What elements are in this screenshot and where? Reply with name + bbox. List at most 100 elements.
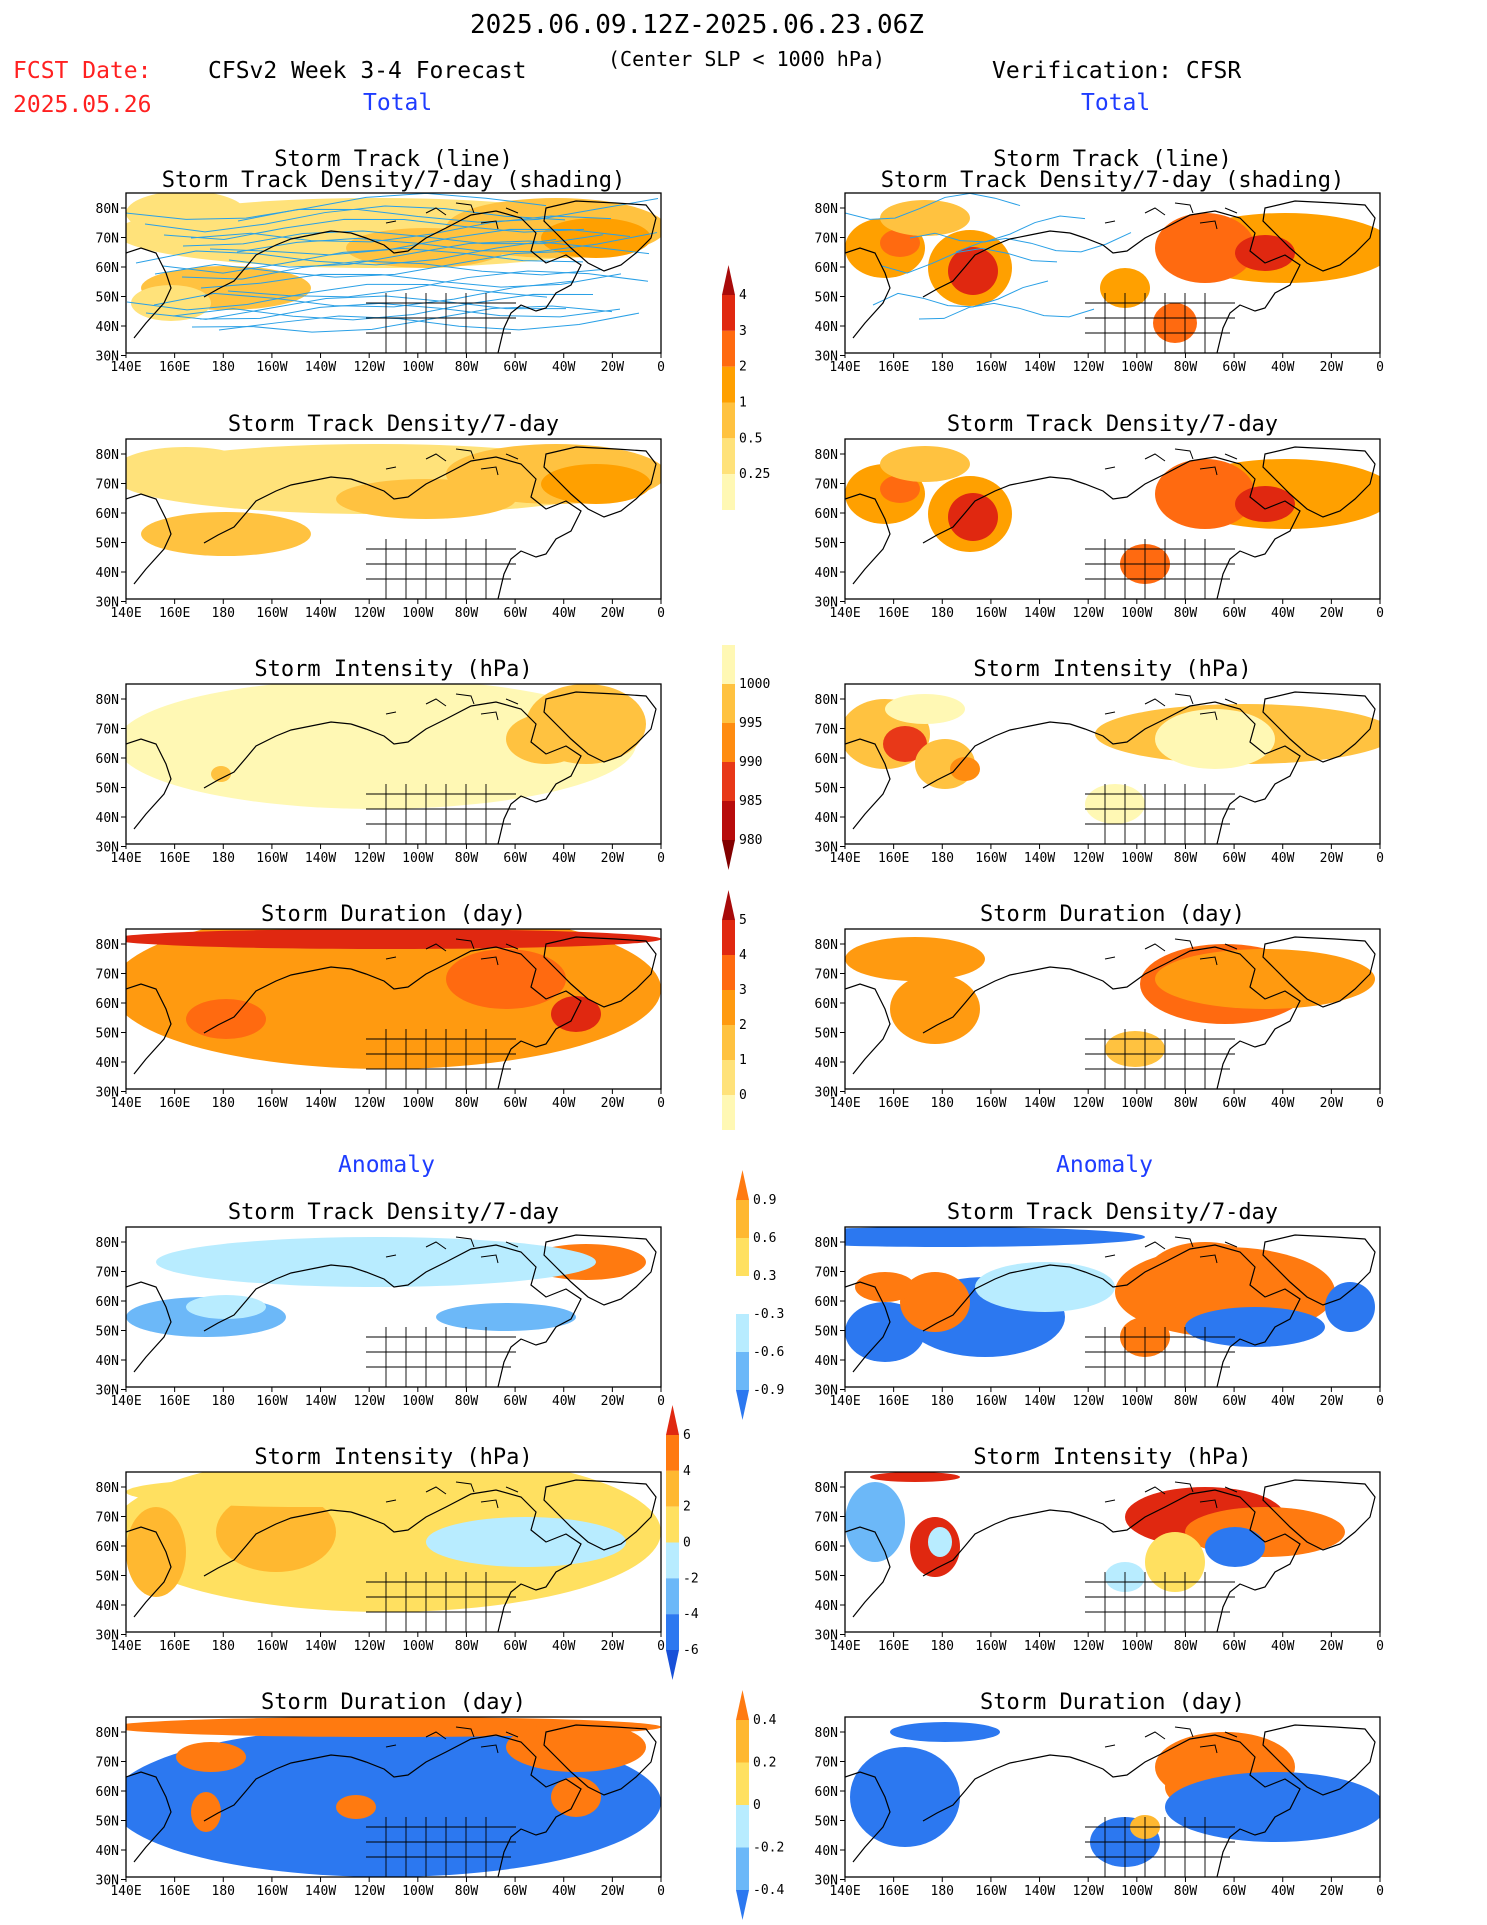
shade-region-5 <box>126 1477 486 1507</box>
lat-tick-label: 60N <box>815 752 838 767</box>
colorbar-swatch <box>722 438 735 475</box>
lon-tick-label: 140E <box>110 1096 141 1111</box>
colorbar-bottom-triangle <box>736 1390 749 1420</box>
lat-tick-label: 80N <box>815 693 838 708</box>
lon-tick-label: 0 <box>657 360 665 375</box>
colorbar-swatch <box>666 1470 679 1507</box>
lat-tick-label: 70N <box>815 1266 838 1281</box>
shade-region-5 <box>446 949 566 1009</box>
storm-track-line <box>209 228 631 256</box>
lon-tick-label: 80W <box>455 1394 479 1409</box>
shade-region-10 <box>1325 1282 1375 1332</box>
lon-tick-label: 140W <box>305 360 336 375</box>
colorbar-swatch <box>722 762 735 801</box>
panel-title: Storm Track Density/7-day <box>947 412 1278 437</box>
panel-title: Storm Track Density/7-day <box>228 412 559 437</box>
lat-tick-label: 70N <box>815 232 838 247</box>
lat-tick-label: 40N <box>815 320 838 335</box>
lat-tick-label: 60N <box>815 1785 838 1800</box>
storm-track-line <box>153 280 575 308</box>
lon-tick-label: 100W <box>1121 1394 1152 1409</box>
lon-tick-label: 160E <box>159 1096 190 1111</box>
storm-track-line <box>162 247 584 274</box>
storm-track-line <box>181 260 603 280</box>
lon-tick-label: 120W <box>1073 606 1104 621</box>
model-title: CFSv2 Week 3-4 Forecast <box>208 58 527 84</box>
lat-tick-label: 50N <box>815 1570 838 1585</box>
lat-tick-label: 70N <box>815 723 838 738</box>
lon-tick-label: 180 <box>931 851 954 866</box>
colorbar-swatch <box>722 1025 735 1060</box>
colorbar-label: 0.9 <box>753 1193 776 1208</box>
lon-tick-label: 120W <box>1073 1394 1104 1409</box>
shade-region-4 <box>211 766 231 782</box>
shade-region-2 <box>883 726 927 762</box>
lon-tick-label: 160W <box>975 1394 1006 1409</box>
lat-tick-label: 40N <box>96 566 119 581</box>
lon-tick-label: 160W <box>256 1639 287 1654</box>
colorbar-top-triangle <box>666 1405 679 1435</box>
storm-track-line <box>237 198 659 223</box>
lon-tick-label: 140W <box>305 606 336 621</box>
lon-tick-label: 180 <box>931 1884 954 1899</box>
lon-tick-label: 60W <box>503 1096 527 1111</box>
lon-tick-label: 160W <box>256 1394 287 1409</box>
colorbar-bottom-triangle <box>666 1650 679 1680</box>
shade-region-1 <box>845 937 985 981</box>
shade-region-4 <box>551 996 601 1032</box>
lon-tick-label: 40W <box>1271 1639 1295 1654</box>
colorbar-swatch <box>666 1614 679 1650</box>
shading-field <box>126 1717 661 1877</box>
lon-tick-label: 80W <box>455 606 479 621</box>
fcst-label: FCST Date: <box>13 58 152 84</box>
colorbar-label: 0.6 <box>753 1231 776 1246</box>
colorbar-swatch <box>722 920 735 955</box>
lat-tick-label: 70N <box>815 478 838 493</box>
lon-tick-label: 160E <box>878 1639 909 1654</box>
lat-tick-label: 80N <box>96 938 119 953</box>
lon-tick-label: 180 <box>931 360 954 375</box>
shade-region-4 <box>900 1272 970 1332</box>
colorbar-swatch <box>736 1276 749 1314</box>
lat-tick-label: 80N <box>96 1481 119 1496</box>
lat-tick-label: 80N <box>815 1726 838 1741</box>
colorbar-label: 995 <box>739 716 762 731</box>
lat-tick-label: 50N <box>96 1027 119 1042</box>
colorbar-label: -0.6 <box>753 1345 784 1360</box>
anomaly-label-right: Anomaly <box>1056 1152 1153 1178</box>
lon-tick-label: 160E <box>159 1639 190 1654</box>
lat-tick-label: 40N <box>815 811 838 826</box>
lon-tick-label: 160W <box>975 1884 1006 1899</box>
colorbar-label: 2 <box>683 1500 691 1515</box>
lon-tick-label: 120W <box>354 360 385 375</box>
lon-tick-label: 40W <box>552 1394 576 1409</box>
lon-tick-label: 20W <box>601 1884 625 1899</box>
shade-region-1 <box>126 684 636 809</box>
lon-tick-label: 160W <box>256 851 287 866</box>
lat-tick-label: 30N <box>815 350 838 365</box>
shade-region-6 <box>336 479 516 519</box>
lon-tick-label: 100W <box>402 1394 433 1409</box>
shade-region-6 <box>1100 268 1150 308</box>
lon-tick-label: 120W <box>1073 1639 1104 1654</box>
shade-region-4 <box>191 1792 221 1832</box>
lon-tick-label: 60W <box>1222 1884 1246 1899</box>
lon-tick-label: 160E <box>878 1884 909 1899</box>
lon-tick-label: 60W <box>503 1639 527 1654</box>
lon-tick-label: 20W <box>601 360 625 375</box>
lon-tick-label: 160E <box>159 851 190 866</box>
duration-anomaly-colorbar: 0.4 0.2 0 -0.2 -0.4 <box>736 1690 784 1920</box>
lat-tick-label: 50N <box>96 782 119 797</box>
lat-tick-label: 60N <box>815 1295 838 1310</box>
intensity-colorbar: 1000 995 990 985 980 <box>722 645 770 870</box>
lon-tick-label: 120W <box>1073 1096 1104 1111</box>
lon-tick-label: 160E <box>878 1096 909 1111</box>
lon-tick-label: 180 <box>931 606 954 621</box>
colorbar-top-triangle <box>722 890 735 920</box>
shading-field <box>126 444 661 556</box>
anomaly-label-left: Anomaly <box>338 1152 435 1178</box>
